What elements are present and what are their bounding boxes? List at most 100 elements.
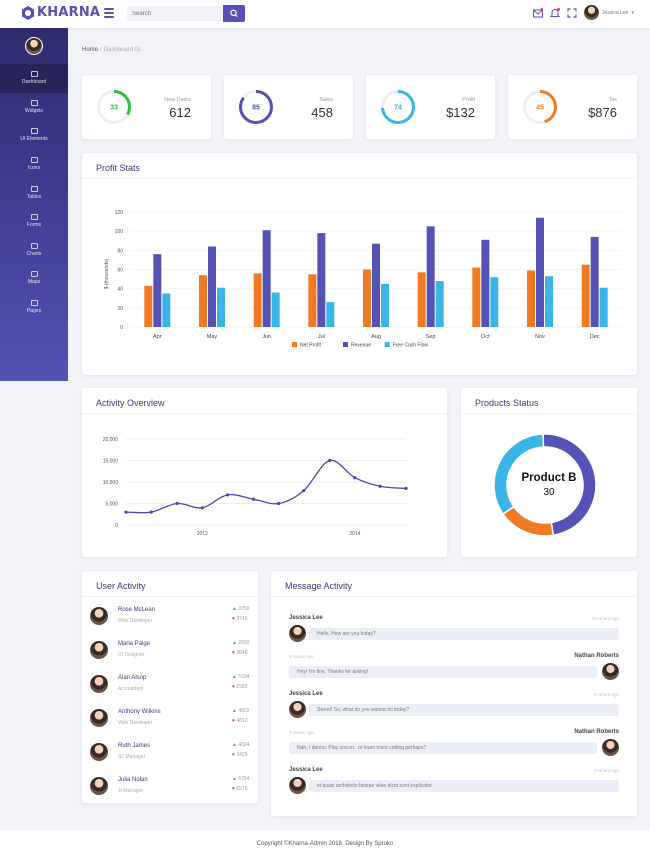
message-bubble: Nah, I dunno. Play soccer.. or learn mor… (289, 742, 597, 754)
message-activity-card: Message Activity Jessica Lee 10 Hours Ago… (271, 571, 637, 816)
sidebar-item-maps[interactable]: Maps (0, 264, 68, 293)
activity-point (225, 493, 230, 497)
thumbs-up-count: ▲ 5334 (232, 674, 249, 680)
x-tick-label: Sep (426, 334, 436, 340)
stat-value: $132 (446, 105, 475, 120)
sidebar-item-icons[interactable]: Icons (0, 150, 68, 179)
avatar (90, 675, 108, 693)
sidebar-item-label: Widgets (24, 107, 44, 114)
stat-ring: 33 (97, 90, 131, 124)
sidebar-item-widgets[interactable]: Widgets (0, 93, 68, 122)
user-name[interactable]: Rose McLean (118, 607, 156, 613)
donut-slice (493, 433, 545, 516)
menu-toggle-icon[interactable] (104, 8, 114, 20)
user-activity-card: User Activity Rose McLean Web Developer ▲ … (82, 571, 258, 803)
user-name[interactable]: Anthony Wilkins (118, 709, 161, 715)
sidebar-item-tables[interactable]: Tables (0, 178, 68, 207)
user-name[interactable]: Maria Paige (118, 641, 151, 647)
sidebar-item-ui-elements[interactable]: UI Elements (0, 121, 68, 150)
x-tick-label: Jul (318, 334, 325, 340)
logo-icon (22, 5, 34, 20)
heart-icon: ♥ (232, 752, 235, 758)
heart-icon: ♥ (232, 718, 235, 724)
message-time: 10 Hours Ago (591, 616, 619, 621)
stat-card-tax: 45 Tax $876 (508, 75, 637, 139)
stat-value: 612 (169, 105, 191, 120)
user-name[interactable]: Julia Nolan (118, 777, 148, 783)
y-tick-label: 10,000 (103, 480, 119, 486)
profile-menu[interactable]: Jessica Lee ▾ (584, 5, 634, 20)
activity-overview-title: Activity Overview (82, 388, 447, 414)
products-donut-chart (493, 433, 597, 537)
sidebar-item-forms[interactable]: Forms (0, 207, 68, 236)
bar-revenue (536, 217, 544, 327)
bar-net-profit (363, 269, 371, 327)
avatar (602, 663, 619, 680)
legend-label: Net Profit (300, 343, 321, 349)
bar-free-cash-flow (545, 276, 553, 327)
user-name[interactable]: Ruth James (118, 743, 151, 749)
widgets-icon (30, 99, 38, 106)
avatar (90, 709, 108, 727)
search-input[interactable] (127, 6, 223, 21)
user-row[interactable]: Anthony Wilkins Web Developer ▲ 4822 ♥ 4812 (88, 705, 253, 739)
sidebar-item-pages[interactable]: Pages (0, 293, 68, 322)
sidebar-item-dashboard[interactable]: Dashboard (0, 64, 68, 93)
x-tick-label: Aug (371, 334, 381, 340)
forms-icon (30, 214, 38, 221)
x-tick-label: 2014 (349, 531, 360, 537)
user-row[interactable]: Maria Paige UI Designer ▲ 2650 ♥ 3646 (88, 637, 253, 671)
search-button[interactable] (223, 5, 245, 22)
donut-slice (542, 433, 597, 537)
bar-free-cash-flow (217, 287, 225, 327)
avatar (90, 641, 108, 659)
fullscreen-icon[interactable] (567, 8, 577, 18)
sidebar-avatar (25, 37, 43, 55)
user-row[interactable]: Ruth James Sr. Manager ▲ 4324 ♥ 3425 (88, 739, 253, 773)
heart-icon: ♥ (232, 786, 235, 792)
activity-line-chart: 0 5,000 10,000 15,000 20,000 2012 2014 (103, 437, 408, 537)
heart-count: ♥ 2582 (232, 684, 247, 690)
heart-icon: ♥ (232, 650, 235, 656)
breadcrumb: Home / Dashboard 01 (82, 47, 142, 53)
y-tick-label: 15,000 (103, 459, 119, 465)
bar-free-cash-flow (490, 277, 499, 327)
sidebar-item-label: Forms (26, 222, 42, 229)
stat-label: New Users (164, 97, 191, 103)
avatar (289, 625, 306, 642)
user-row[interactable]: Alan Alsop Accountant ▲ 5334 ♥ 2582 (88, 671, 253, 705)
bell-icon[interactable] (550, 8, 560, 18)
sidebar-item-label: Charts (26, 250, 42, 257)
heart-count: ♥ 4812 (232, 718, 247, 724)
avatar (90, 743, 108, 761)
footer: Copyright ©Kharna-Admin 2018. Design By … (0, 830, 650, 858)
stat-value: $876 (588, 105, 617, 120)
sidebar-item-charts[interactable]: Charts (0, 236, 68, 265)
heart-count: ♥ 3646 (232, 650, 247, 656)
donut-slice (502, 505, 555, 537)
bar-free-cash-flow (326, 302, 335, 327)
stat-card-profit: 74 Profit $132 (366, 75, 495, 139)
legend-swatch (384, 342, 390, 347)
products-status-card: Products Status Product B 30 (461, 388, 637, 557)
bar-revenue (317, 233, 326, 327)
down-value: 3646 (236, 650, 248, 656)
user-row[interactable]: Rose McLean Web Developer ▲ 3750 ♥ 3745 (88, 603, 253, 637)
stat-ring: 45 (523, 90, 557, 124)
bar-revenue (153, 254, 162, 327)
user-row[interactable]: Julia Nolan Jr.Manager ▲ 6754 ♥ 6576 (88, 773, 253, 807)
brand-name: KHARNA (37, 5, 101, 20)
message-sender: Nathan Roberts (574, 653, 619, 659)
x-tick-label: 2012 (197, 531, 208, 537)
user-name[interactable]: Alan Alsop (118, 675, 147, 681)
mail-icon[interactable] (533, 8, 543, 18)
logo[interactable]: KHARNA (21, 5, 100, 20)
bar-net-profit (144, 285, 153, 327)
down-value: 4812 (236, 718, 248, 724)
breadcrumb-home[interactable]: Home (82, 47, 99, 53)
down-value: 2582 (236, 684, 248, 690)
bar-revenue (590, 236, 599, 327)
activity-point (378, 484, 382, 488)
x-tick-label: Jun (262, 334, 271, 340)
activity-line (125, 459, 407, 514)
